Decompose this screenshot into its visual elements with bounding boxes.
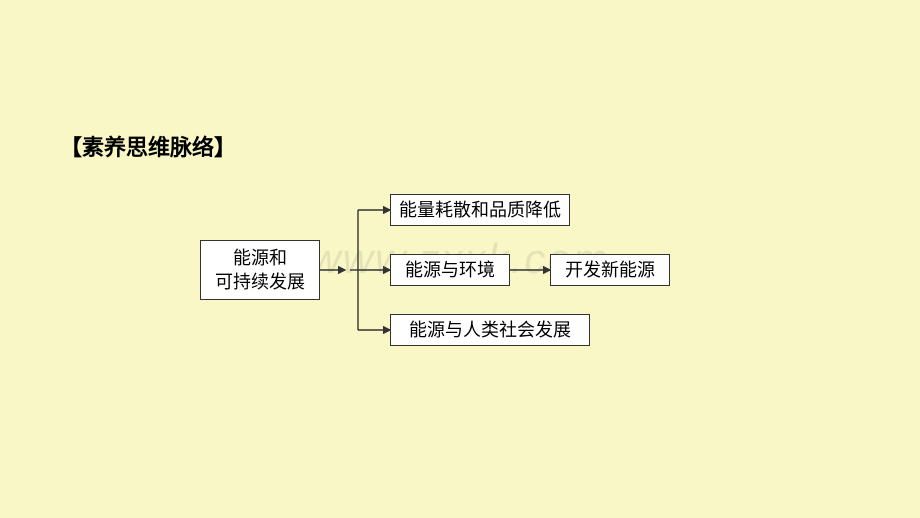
page-heading: 【素养思维脉络】 <box>60 130 236 162</box>
node-energy-environment: 能源与环境 <box>390 254 510 286</box>
node-new-energy: 开发新能源 <box>550 254 670 286</box>
node-energy-dissipation: 能量耗散和品质降低 <box>390 194 570 226</box>
concept-diagram: 能源和 可持续发展 能量耗散和品质降低 能源与环境 开发新能源 能源与人类社会发… <box>200 190 720 360</box>
node-energy-sustainable: 能源和 可持续发展 <box>200 240 320 300</box>
node-energy-society: 能源与人类社会发展 <box>390 314 590 346</box>
